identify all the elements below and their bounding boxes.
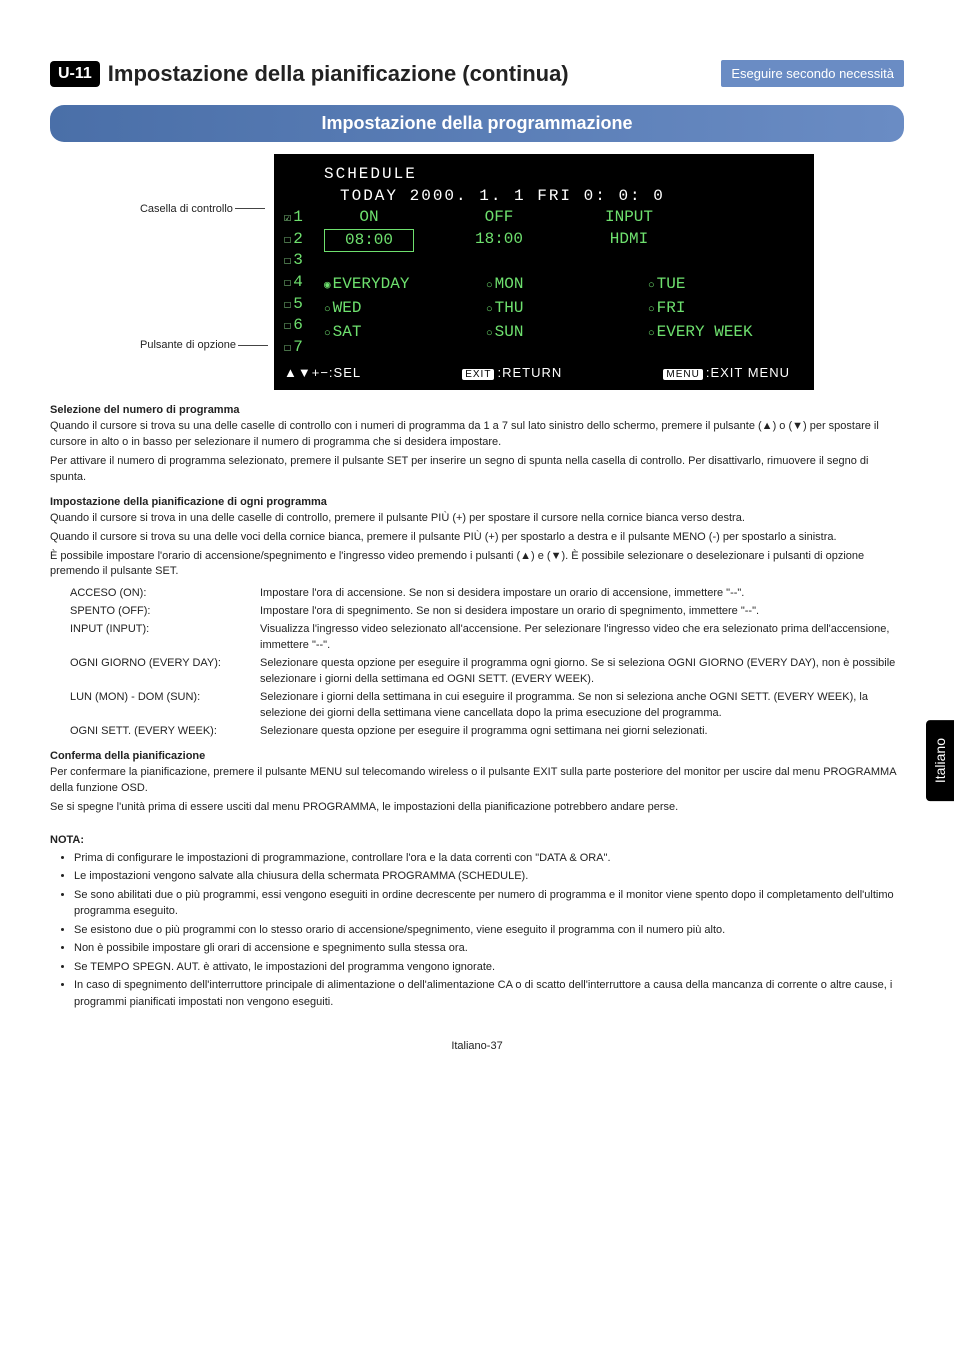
num-5: 5 <box>284 294 324 316</box>
def-term-4: LUN (MON) - DOM (SUN): <box>70 690 260 722</box>
page-title: Impostazione della pianificazione (conti… <box>108 61 714 87</box>
sel-num-p2: Per attivare il numero di programma sele… <box>50 454 904 486</box>
day-wed: WED <box>324 298 466 320</box>
notes-list: Prima di configurare le impostazioni di … <box>74 850 904 1011</box>
note-5: Se TEMPO SPEGN. AUT. è attivato, le impo… <box>74 959 904 976</box>
page-number: Italiano-37 <box>50 1040 904 1052</box>
exit-key: EXIT <box>462 369 494 380</box>
day-thu: THU <box>486 298 628 320</box>
conf-heading: Conferma della pianificazione <box>50 750 904 762</box>
val-input: HDMI <box>584 229 674 253</box>
def-desc-0: Impostare l'ora di accensione. Se non si… <box>260 586 904 602</box>
note-2: Se sono abilitati due o più programmi, e… <box>74 887 904 920</box>
footer-return: RETURN <box>502 365 562 380</box>
note-6: In caso di spegnimento dell'interruttore… <box>74 977 904 1010</box>
num-2: 2 <box>284 229 324 251</box>
def-term-3: OGNI GIORNO (EVERY DAY): <box>70 656 260 688</box>
schedule-footer: ▲▼+−:SEL EXIT:RETURN MENU:EXIT MENU <box>284 364 790 382</box>
option-label: Pulsante di opzione <box>140 339 236 351</box>
val-on: 08:00 <box>324 229 414 253</box>
schedule-title: SCHEDULE <box>324 164 790 186</box>
sel-num-p1: Quando il cursore si trova su una delle … <box>50 419 904 451</box>
day-everyweek: EVERY WEEK <box>648 322 790 344</box>
def-desc-3: Selezionare questa opzione per eseguire … <box>260 656 904 688</box>
language-tab: Italiano <box>926 720 954 801</box>
num-4: 4 <box>284 272 324 294</box>
checkbox-label: Casella di controllo <box>140 203 233 215</box>
val-off: 18:00 <box>454 229 544 253</box>
head-off: OFF <box>454 207 544 229</box>
note-3: Se esistono due o più programmi con lo s… <box>74 922 904 939</box>
day-sun: SUN <box>486 322 628 344</box>
def-desc-2: Visualizza l'ingresso video selezionato … <box>260 622 904 654</box>
num-7: 7 <box>284 337 324 359</box>
def-desc-4: Selezionare i giorni della settimana in … <box>260 690 904 722</box>
imp-p2: Quando il cursore si trova su una delle … <box>50 530 904 546</box>
day-everyday: EVERYDAY <box>324 274 466 296</box>
num-3: 3 <box>284 250 324 272</box>
footer-sel: ▲▼+−:SEL <box>284 364 361 382</box>
day-mon: MON <box>486 274 628 296</box>
menu-key: MENU <box>663 369 702 380</box>
schedule-numbers: 1 2 3 4 5 6 7 <box>284 207 324 358</box>
days-grid: EVERYDAY MON TUE WED THU FRI SAT SUN EVE… <box>324 274 790 343</box>
section-badge: U-11 <box>50 61 100 87</box>
note-0: Prima di configurare le impostazioni di … <box>74 850 904 867</box>
head-input: INPUT <box>584 207 674 229</box>
conf-p2: Se si spegne l'unità prima di essere usc… <box>50 800 904 816</box>
page-header: U-11 Impostazione della pianificazione (… <box>50 60 904 87</box>
section-bar: Impostazione della programmazione <box>50 105 904 142</box>
def-term-1: SPENTO (OFF): <box>70 604 260 620</box>
conf-p1: Per confermare la pianificazione, premer… <box>50 765 904 797</box>
schedule-today: TODAY 2000. 1. 1 FRI 0: 0: 0 <box>340 186 790 208</box>
schedule-screen: SCHEDULE TODAY 2000. 1. 1 FRI 0: 0: 0 1 … <box>274 154 814 390</box>
def-term-5: OGNI SETT. (EVERY WEEK): <box>70 724 260 740</box>
def-desc-1: Impostare l'ora di spegnimento. Se non s… <box>260 604 904 620</box>
def-desc-5: Selezionare questa opzione per eseguire … <box>260 724 904 740</box>
schedule-figure: Casella di controllo Pulsante di opzione… <box>50 154 904 390</box>
day-tue: TUE <box>648 274 790 296</box>
num-6: 6 <box>284 315 324 337</box>
imp-p3: È possibile impostare l'orario di accens… <box>50 549 904 581</box>
note-4: Non è possibile impostare gli orari di a… <box>74 940 904 957</box>
num-1: 1 <box>284 207 324 229</box>
day-sat: SAT <box>324 322 466 344</box>
nota-heading: NOTA: <box>50 834 904 846</box>
imp-heading: Impostazione della pianificazione di ogn… <box>50 496 904 508</box>
footer-menu: EXIT MENU <box>710 365 790 380</box>
day-fri: FRI <box>648 298 790 320</box>
def-term-2: INPUT (INPUT): <box>70 622 260 654</box>
sel-num-heading: Selezione del numero di programma <box>50 404 904 416</box>
imp-p1: Quando il cursore si trova in una delle … <box>50 511 904 527</box>
exec-badge: Eseguire secondo necessità <box>721 60 904 87</box>
def-term-0: ACCESO (ON): <box>70 586 260 602</box>
note-1: Le impostazioni vengono salvate alla chi… <box>74 868 904 885</box>
definitions-list: ACCESO (ON):Impostare l'ora di accension… <box>70 586 904 739</box>
head-on: ON <box>324 207 414 229</box>
